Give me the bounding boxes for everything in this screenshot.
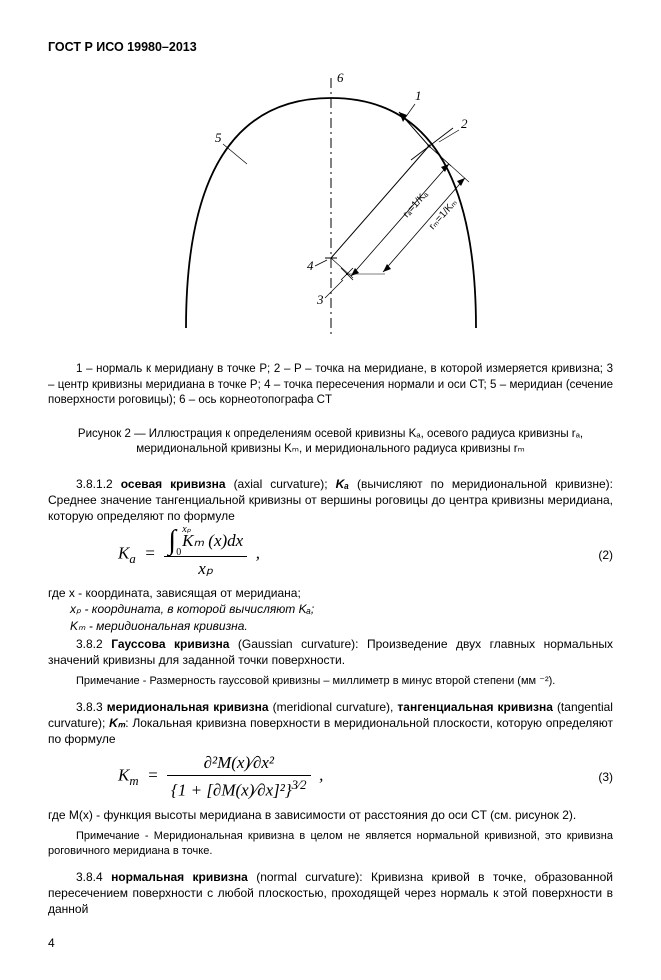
sec-3-8-1-2: 3.8.1.2 осевая кривизна (axial curvature… xyxy=(48,476,613,525)
figure-legend: 1 – нормаль к меридиану в точке P; 2 – P… xyxy=(48,362,613,409)
svg-text:6: 6 xyxy=(337,70,344,85)
figure-2: rₐ=1/Kₐ rₘ=1/Kₘ 6 5 1 2 4 3 xyxy=(48,68,613,348)
svg-text:1: 1 xyxy=(415,88,422,103)
standard-header: ГОСТ Р ИСО 19980–2013 xyxy=(48,40,613,54)
svg-text:5: 5 xyxy=(215,130,222,145)
where-2: где x - координата, зависящая от меридиа… xyxy=(48,585,613,634)
r-a-label: rₐ=1/Kₐ xyxy=(401,189,431,220)
page: ГОСТ Р ИСО 19980–2013 xyxy=(0,0,661,980)
note-3-8-2: Примечание - Размерность гауссовой криви… xyxy=(48,674,613,689)
where-3: где M(x) - функция высоты меридиана в за… xyxy=(48,807,613,823)
page-number: 4 xyxy=(48,936,613,950)
svg-text:2: 2 xyxy=(461,116,468,131)
note-3-8-3: Примечание - Меридиональная кривизна в ц… xyxy=(48,829,613,859)
formula-2: Ka = xₚ ∫ 0 Kₘ (x)dx xₚ , (2) xyxy=(48,530,613,579)
svg-text:4: 4 xyxy=(307,258,314,273)
figure-caption: Рисунок 2 — Иллюстрация к определениям о… xyxy=(48,427,613,458)
sec-3-8-2: 3.8.2 Гауссова кривизна (Gaussian curvat… xyxy=(48,636,613,668)
sec-3-8-4: 3.8.4 нормальная кривизна (normal curvat… xyxy=(48,869,613,918)
svg-text:3: 3 xyxy=(316,292,324,307)
formula-3: Km = ∂²M(x)⁄∂x² {1 + [∂M(x)⁄∂x]²}3⁄2 , (… xyxy=(48,753,613,801)
sec-3-8-3: 3.8.3 меридиональная кривизна (meridiona… xyxy=(48,699,613,748)
